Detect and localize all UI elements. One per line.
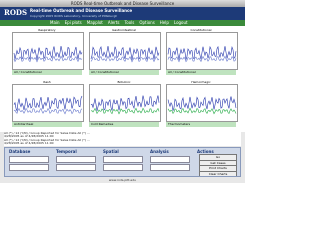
- summary-line: All (*) / 12 (Y/N) / Group Reported for …: [4, 137, 90, 142]
- trend-line: [13, 46, 83, 60]
- select-box[interactable]: [56, 164, 96, 171]
- select-box[interactable]: [150, 156, 190, 163]
- trend-line: [167, 55, 237, 63]
- select-box[interactable]: [56, 156, 96, 163]
- chart-plot: [89, 84, 161, 122]
- trend-line: [167, 96, 237, 111]
- trend-line: [13, 95, 83, 112]
- chart-plot: [166, 84, 238, 122]
- select-box[interactable]: [9, 156, 49, 163]
- chart-title: Hemorrhagic: [191, 80, 211, 84]
- chart-caption: Thermometers: [166, 122, 236, 127]
- menu-item[interactable]: Alerts: [107, 20, 120, 25]
- chart-plot: [166, 32, 238, 70]
- header: RODS Real-time Outbreak and Disease Surv…: [0, 7, 245, 20]
- header-title: Real-time Outbreak and Disease Surveilla…: [30, 8, 133, 13]
- chart-caption: Antidiarrheal: [12, 122, 82, 127]
- action-button[interactable]: Clear Charts: [199, 170, 237, 176]
- chart-caption: Cold Remedies: [89, 122, 159, 127]
- chart-title: Gastrointestinal: [112, 28, 136, 32]
- panel-heading: Database: [9, 149, 31, 154]
- panel-heading: Analysis: [150, 149, 169, 154]
- chart-caption: All / Constitutional: [166, 70, 236, 75]
- menu-item[interactable]: Tools: [124, 20, 135, 25]
- app-window: RODS Real-time Outbreak and Disease Surv…: [0, 0, 245, 183]
- menu-item[interactable]: Epi plots: [64, 20, 82, 25]
- chart-title: Botulinic: [117, 80, 131, 84]
- summary-line: 4/28/2005 as of 4/28/2005 11:00: [4, 134, 54, 139]
- select-box[interactable]: [150, 164, 190, 171]
- window-title: RODS Real-time Outbreak and Disease Surv…: [0, 0, 245, 7]
- trend-line: [167, 107, 237, 115]
- panel-heading: Actions: [197, 149, 214, 154]
- select-box[interactable]: [103, 156, 143, 163]
- query-panel: Database Temporal Spatial Analysis Actions Go…: [4, 147, 241, 177]
- menu-item[interactable]: Logout: [173, 20, 188, 25]
- panel-heading: Spatial: [103, 149, 119, 154]
- menu-item[interactable]: Mapplot: [86, 20, 103, 25]
- summary-line: All (*) / 12 (Y/N) / Group Reported for …: [4, 132, 90, 135]
- trend-line: [13, 55, 83, 63]
- trend-line: [90, 107, 160, 115]
- summary-line: 4/28/2005 as of 4/28/2005 11:00: [4, 141, 54, 146]
- chart-title: Rash: [43, 80, 51, 84]
- logo: RODS: [4, 8, 28, 17]
- select-box[interactable]: [9, 164, 49, 171]
- menu-item[interactable]: Options: [139, 20, 155, 25]
- chart-plot: [12, 32, 84, 70]
- chart-caption: All / Constitutional: [12, 70, 82, 75]
- trend-line: [90, 95, 160, 111]
- trend-line: [90, 55, 160, 63]
- chart-title: Constitutional: [190, 28, 212, 32]
- chart-caption: All / Constitutional: [89, 70, 159, 75]
- panel-heading: Temporal: [56, 149, 77, 154]
- copyright: Copyright 2005 RODS Laboratory, Universi…: [30, 14, 118, 18]
- select-box[interactable]: [103, 164, 143, 171]
- menu-item[interactable]: Main: [50, 20, 60, 25]
- chart-plot: [12, 84, 84, 122]
- charts-area: Respiratory All / Constitutional Gastroint…: [0, 26, 245, 132]
- summary: All (*) / 12 (Y/N) / Group Reported for …: [4, 132, 241, 146]
- menu-item[interactable]: Help: [159, 20, 169, 25]
- trend-line: [167, 45, 237, 60]
- trend-line: [13, 107, 83, 115]
- chart-plot: [89, 32, 161, 70]
- menu-bar: Main Epi plots Mapplot Alerts Tools Options He…: [0, 20, 245, 26]
- chart-title: Respiratory: [38, 28, 56, 32]
- footer: www.rods.pitt.edu: [108, 178, 137, 182]
- trend-line: [90, 45, 160, 61]
